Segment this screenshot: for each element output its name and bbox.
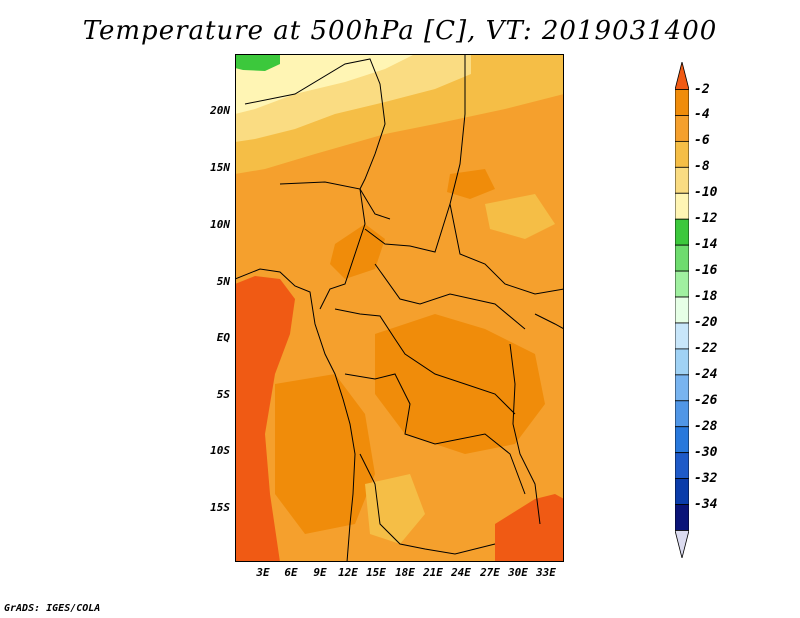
lon-label-6e: 6E	[284, 566, 298, 579]
colorbar-label: -4	[694, 107, 710, 123]
colorbar	[675, 62, 689, 558]
border	[344, 373, 526, 495]
colorbar-label: -20	[694, 314, 718, 330]
lon-label-12e: 12E	[338, 566, 358, 579]
boundaries	[235, 54, 564, 562]
colorbar-label: -2	[694, 81, 710, 97]
border	[244, 58, 391, 220]
colorbar-cap-top	[675, 62, 689, 90]
lat-label-15n: 15N	[210, 161, 230, 174]
lon-label-24e: 24E	[451, 566, 471, 579]
lat-label-15s: 15S	[210, 501, 230, 514]
grads-credit: GrADS: IGES/COLA	[4, 603, 101, 614]
colorbar-label: -32	[694, 470, 718, 486]
colorbar-label: -14	[694, 237, 718, 253]
lat-label-eq: EQ	[216, 331, 230, 344]
border	[534, 313, 564, 330]
field-north-coldest	[235, 54, 415, 114]
field-warm-patch	[275, 374, 375, 534]
border	[374, 263, 526, 330]
lon-label-27e: 27E	[480, 566, 500, 579]
colorbar-label: -16	[694, 263, 718, 279]
lat-label-5s: 5S	[216, 388, 230, 401]
colorbar-swatch	[675, 166, 689, 194]
map-title: Temperature at 500hPa [C], VT: 201903140…	[82, 16, 718, 46]
lat-label-5n: 5N	[216, 275, 230, 288]
colorbar-swatch	[675, 374, 689, 402]
border	[364, 203, 451, 253]
border	[509, 343, 541, 525]
colorbar-label: -24	[694, 366, 718, 382]
lon-label-18e: 18E	[395, 566, 415, 579]
border	[279, 181, 366, 310]
colorbar-label: -30	[694, 444, 718, 460]
field-warm-patch	[330, 224, 385, 279]
border	[359, 453, 496, 555]
colorbar-swatch	[675, 452, 689, 480]
field-warm-patch	[375, 314, 545, 454]
colorbar-label: -34	[694, 496, 718, 512]
colorbar-label: -22	[694, 340, 718, 356]
colorbar-swatch	[675, 89, 689, 116]
field-west-warm	[235, 276, 295, 562]
colorbar-swatch	[675, 140, 689, 168]
lat-label-20n: 20N	[210, 104, 230, 117]
colorbar-swatch	[675, 348, 689, 376]
colorbar-swatch	[675, 504, 689, 531]
lon-label-33e: 33E	[536, 566, 556, 579]
colorbar-swatch	[675, 192, 689, 220]
colorbar-label: -6	[694, 133, 710, 149]
colorbar-swatch	[675, 400, 689, 428]
lon-label-21e: 21E	[423, 566, 443, 579]
lon-label-9e: 9E	[313, 566, 327, 579]
lon-label-15e: 15E	[366, 566, 386, 579]
lat-label-10s: 10S	[210, 444, 230, 457]
border	[449, 54, 564, 295]
field-green-patch	[235, 54, 280, 71]
colorbar-swatch	[675, 322, 689, 350]
colorbar-label: -28	[694, 418, 718, 434]
lon-label-30e: 30E	[508, 566, 528, 579]
field-cool-patch	[485, 194, 555, 239]
colorbar-swatch	[675, 244, 689, 272]
colorbar-label: -26	[694, 392, 718, 408]
colorbar-swatch	[675, 478, 689, 505]
coastline	[235, 268, 356, 562]
colorbar-label: -18	[694, 289, 718, 305]
colorbar-label: -10	[694, 185, 718, 201]
temperature-map	[235, 54, 564, 562]
lon-label-3e: 3E	[256, 566, 270, 579]
lat-label-10n: 10N	[210, 218, 230, 231]
colorbar-swatch	[675, 115, 689, 142]
field-southeast-warm	[495, 494, 564, 562]
field-warm-patch	[447, 169, 495, 199]
border	[334, 308, 516, 415]
colorbar-swatch	[675, 296, 689, 324]
field-cool-patch	[365, 474, 425, 544]
colorbar-swatch	[675, 426, 689, 454]
colorbar-label: -12	[694, 211, 718, 227]
colorbar-label: -8	[694, 159, 710, 175]
colorbar-swatch	[675, 218, 689, 246]
colorbar-cap-bottom	[675, 530, 689, 558]
colorbar-swatch	[675, 270, 689, 298]
